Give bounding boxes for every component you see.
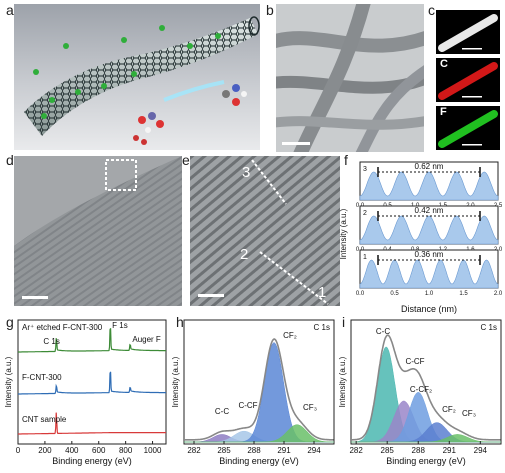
profile-index: 2 xyxy=(363,210,367,217)
survey-x-tick: 800 xyxy=(119,446,133,455)
survey-frame xyxy=(17,319,167,445)
fit-component-label: C-CF₂ xyxy=(410,385,432,394)
fit-component xyxy=(184,424,334,443)
fit-x-tick: 282 xyxy=(187,446,201,455)
survey-x-tick: 0 xyxy=(16,446,21,455)
panel-f-label: f xyxy=(344,152,348,168)
panel-b-tem-image xyxy=(276,4,424,152)
panel-a-schematic xyxy=(14,4,260,150)
profile-index: 1 xyxy=(363,254,367,261)
fringe-marker-2: 2 xyxy=(240,246,249,263)
fit-component-label: CF₂ xyxy=(283,331,297,340)
fit-envelope xyxy=(184,338,334,441)
profile-curve xyxy=(359,171,499,201)
survey-y-axis-label: Intensity (a.u.) xyxy=(4,356,13,407)
profile-x-axis-label: Distance (nm) xyxy=(401,304,457,314)
panel-d-hrtem-image xyxy=(14,156,182,306)
fit-component-label: CF₂ xyxy=(442,405,456,414)
profile-x-tick: 0.5 xyxy=(390,291,399,297)
fit-component-label: C-CF xyxy=(238,401,257,410)
fringe-marker-1: 1 xyxy=(318,284,327,301)
profile-index: 3 xyxy=(363,166,367,173)
survey-peak-label: C 1s xyxy=(43,337,59,346)
profile-y-axis-label: Intensity (a.u.) xyxy=(339,208,348,259)
fit-x-axis-label: Binding energy (eV) xyxy=(219,456,299,466)
fit-x-tick: 291 xyxy=(443,446,457,455)
fringe-marker-3: 3 xyxy=(242,164,251,181)
panel-g-label: g xyxy=(6,314,14,330)
fit-component-label: C-C xyxy=(376,327,390,336)
profile-spacing-label: 0.62 nm xyxy=(415,162,444,171)
panel-c-label: c xyxy=(428,2,435,18)
panel-h-label: h xyxy=(176,314,184,330)
profile-spacing-label: 0.42 nm xyxy=(415,206,444,215)
survey-x-tick: 1000 xyxy=(144,446,162,455)
fit-x-tick: 291 xyxy=(277,446,291,455)
survey-x-tick: 200 xyxy=(38,446,52,455)
fit-x-tick: 285 xyxy=(381,446,395,455)
panel-h-xps-c1s: C-C C-CF CF₂ CF₃ C 1s Intensity (a.u.) 282 285 2… xyxy=(171,319,335,466)
profile-spacing-label: 0.36 nm xyxy=(415,250,444,259)
survey-series-line xyxy=(18,328,166,353)
fit-tag: C 1s xyxy=(481,323,497,332)
survey-series-label: F-CNT-300 xyxy=(22,373,62,382)
survey-series-label: CNT sample xyxy=(22,415,67,424)
profile-x-tick: 0.0 xyxy=(356,291,365,297)
fit-x-tick: 288 xyxy=(412,446,426,455)
fit-x-axis-label: Binding energy (eV) xyxy=(386,456,466,466)
panel-b-label: b xyxy=(266,2,274,18)
survey-peak-label: Auger F xyxy=(132,335,161,344)
fit-y-axis-label: Intensity (a.u.) xyxy=(338,356,347,407)
zoom-region-box xyxy=(105,159,137,191)
profile-curve xyxy=(359,259,499,289)
panel-a-label: a xyxy=(6,2,14,18)
survey-series-line xyxy=(18,412,166,435)
panel-e-label: e xyxy=(182,152,190,168)
survey-series-label: Ar⁺ etched F-CNT-300 xyxy=(22,323,103,332)
survey-x-tick: 400 xyxy=(65,446,79,455)
fit-envelope xyxy=(351,334,501,441)
panel-e-hrtem-zoom xyxy=(190,156,340,306)
panel-i-xps-c1s: C-C C-CF C-CF₂ CF₂ CF₃ C 1s Intensity (a.u.) 28… xyxy=(338,319,502,466)
eds-label-c: C xyxy=(440,58,448,70)
fit-tag: C 1s xyxy=(314,323,330,332)
fit-component-label: CF₃ xyxy=(462,409,476,418)
fit-component-label: CF₃ xyxy=(303,403,317,412)
profile-x-tick: 2.0 xyxy=(494,291,503,297)
survey-x-axis-label: Binding energy (eV) xyxy=(52,456,132,466)
fit-y-axis-label: Intensity (a.u.) xyxy=(171,356,180,407)
survey-series-line xyxy=(18,371,166,395)
panel-d-label: d xyxy=(6,152,14,168)
profile-x-tick: 1.5 xyxy=(459,291,468,297)
eds-label-f: F xyxy=(440,106,447,118)
survey-peak-label: F 1s xyxy=(112,321,128,330)
profile-x-tick: 1.0 xyxy=(425,291,434,297)
panel-i-label: i xyxy=(342,314,346,330)
fit-component xyxy=(351,434,501,443)
fit-x-tick: 288 xyxy=(247,446,261,455)
profile-curve xyxy=(359,215,499,245)
survey-x-tick: 600 xyxy=(92,446,106,455)
profile-frame xyxy=(359,249,499,289)
panel-g-xps-survey: Ar⁺ etched F-CNT-300 F-CNT-300 CNT sample C… xyxy=(4,319,167,466)
fit-x-tick: 294 xyxy=(474,446,488,455)
fit-x-tick: 282 xyxy=(349,446,363,455)
panel-c-eds-maps xyxy=(436,10,500,150)
fit-component-label: C-C xyxy=(215,407,229,416)
scale-bar xyxy=(22,296,48,299)
scale-bar xyxy=(282,142,310,145)
scale-bar xyxy=(198,294,224,297)
fit-component-label: C-CF xyxy=(405,357,424,366)
fit-x-tick: 285 xyxy=(217,446,231,455)
fit-x-tick: 294 xyxy=(307,446,321,455)
